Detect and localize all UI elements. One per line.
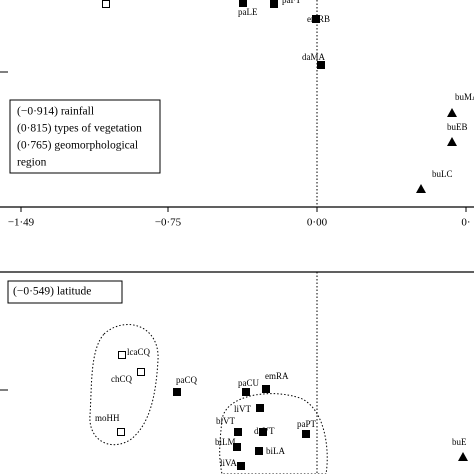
x-tick-label: −0·75 (155, 217, 182, 229)
point-label: paCU (238, 378, 259, 388)
marker (233, 443, 241, 451)
point-label: paFT (282, 0, 302, 5)
point-label: buEB (447, 122, 468, 132)
point-label: chCQ (111, 374, 132, 384)
marker (317, 61, 325, 69)
point-label: moHH (95, 413, 120, 423)
point-label: paLE (238, 7, 258, 17)
marker (259, 428, 267, 436)
marker (242, 388, 250, 396)
point-label: buE (452, 437, 467, 447)
x-tick-label: −1·49 (8, 217, 35, 229)
marker (256, 404, 264, 412)
point-label: emRB (307, 14, 330, 24)
point-label: biVT (216, 416, 236, 426)
point-label: biLA (266, 446, 285, 456)
marker (118, 351, 126, 359)
legend-box (7, 280, 123, 304)
marker (416, 184, 426, 193)
point-label: paPT (297, 419, 317, 429)
legend-text: (0·765) geomorphological (17, 140, 138, 152)
cluster-outline (89, 324, 159, 446)
point-label: buMA (455, 92, 474, 102)
point-label: daMA (302, 52, 325, 62)
point-label: paCQ (176, 375, 197, 385)
marker (239, 0, 247, 7)
x-tick-label: 0· (461, 217, 470, 229)
point-label: liVA (220, 458, 237, 468)
marker (137, 368, 145, 376)
point-label: liVT (234, 404, 252, 414)
legend-text: (0·815) types of vegetation (17, 123, 142, 135)
marker (312, 15, 320, 23)
point-label: lcaCQ (127, 347, 150, 357)
marker (102, 0, 110, 8)
marker (270, 0, 278, 8)
marker (173, 388, 181, 396)
marker (117, 428, 125, 436)
point-label: biLM (215, 437, 236, 447)
legend-text: (−0·914) rainfall (17, 106, 94, 118)
marker (447, 108, 457, 117)
marker (234, 428, 242, 436)
legend-box (9, 99, 161, 174)
x-tick-label: 0·00 (307, 217, 328, 229)
point-label: buLC (432, 169, 453, 179)
marker (255, 447, 263, 455)
legend-text: region (17, 157, 47, 169)
marker (262, 385, 270, 393)
point-label: emRA (265, 371, 289, 381)
point-label: daVT (254, 426, 275, 436)
cluster-outline (219, 393, 328, 474)
marker (458, 452, 468, 461)
marker (237, 462, 245, 470)
marker (447, 137, 457, 146)
legend-text: (−0·549) latitude (13, 286, 91, 298)
marker (302, 430, 310, 438)
